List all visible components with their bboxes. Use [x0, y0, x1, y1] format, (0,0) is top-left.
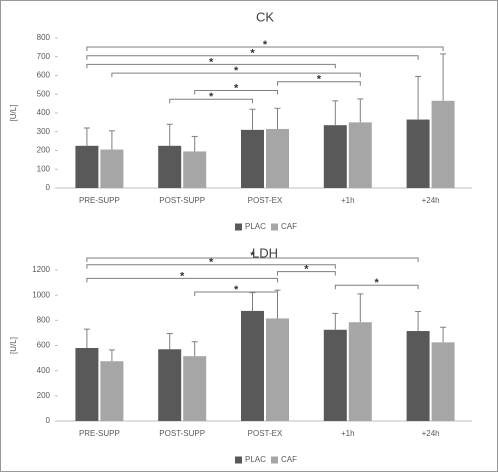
chart-title: LDH	[252, 245, 278, 260]
legend-swatch	[235, 456, 242, 464]
y-tick-label: 1000	[32, 290, 50, 299]
legend-label: CAF	[281, 455, 297, 464]
significance-bracket	[86, 277, 278, 283]
y-tick-label: 500	[37, 89, 51, 98]
significance-label: *	[304, 264, 309, 276]
bar	[406, 331, 430, 421]
y-tick-label: 0	[46, 183, 51, 192]
bar	[100, 361, 124, 421]
y-tick-label: 100	[37, 164, 51, 173]
bar	[348, 122, 372, 188]
bar	[431, 100, 455, 188]
chart-title: CK	[256, 9, 274, 24]
y-tick-label: 1200	[32, 265, 50, 274]
y-tick-label: 400	[37, 366, 51, 375]
significance-bracket	[86, 63, 336, 69]
significance-label: *	[234, 65, 239, 77]
y-tick-label: 600	[37, 341, 51, 350]
bar	[75, 348, 99, 421]
significance-label: *	[209, 91, 214, 103]
bar	[183, 151, 207, 188]
bar	[241, 310, 264, 421]
x-tick-label: POST-EX	[248, 429, 283, 438]
bar	[431, 342, 455, 421]
legend-label: CAF	[281, 222, 297, 231]
significance-label: *	[234, 82, 239, 94]
significance-bracket	[86, 264, 336, 269]
significance-label: *	[250, 48, 255, 60]
x-tick-label: +1h	[341, 429, 355, 438]
x-tick-label: PRE-SUPP	[79, 196, 120, 205]
legend-swatch	[271, 223, 278, 231]
y-tick-label: 200	[37, 391, 51, 400]
x-tick-label: +24h	[422, 429, 440, 438]
significance-label: *	[250, 250, 255, 262]
bar	[158, 349, 182, 421]
x-tick-label: POST-SUPP	[159, 196, 205, 205]
significance-bracket	[86, 257, 419, 262]
x-tick-label: +1h	[341, 196, 355, 205]
significance-bracket	[334, 284, 419, 290]
significance-label: *	[209, 56, 214, 68]
bar	[406, 119, 430, 188]
significance-bracket	[277, 271, 336, 276]
y-tick-label: 800	[37, 315, 51, 324]
significance-label: *	[317, 74, 322, 86]
bar	[241, 129, 264, 188]
significance-label: *	[234, 284, 239, 296]
x-tick-label: POST-EX	[248, 196, 283, 205]
y-tick-label: 600	[37, 71, 51, 80]
y-tick-label: 800	[37, 33, 51, 42]
bar	[266, 128, 289, 188]
significance-label: *	[263, 39, 268, 51]
bar	[100, 149, 124, 188]
y-tick-label: 300	[37, 127, 51, 136]
legend-label: PLAC	[245, 222, 266, 231]
x-tick-label: PRE-SUPP	[79, 429, 120, 438]
significance-bracket	[277, 81, 361, 86]
bar	[323, 329, 347, 421]
significance-bracket	[111, 72, 361, 78]
bar	[348, 322, 372, 421]
legend-swatch	[235, 223, 242, 231]
bar	[183, 356, 207, 421]
significance-bracket	[86, 46, 444, 51]
significance-bracket	[194, 90, 278, 95]
significance-bracket	[169, 98, 253, 104]
y-axis-label: [U/L]	[9, 337, 18, 354]
bar	[158, 145, 182, 188]
x-tick-label: +24h	[422, 196, 440, 205]
y-tick-label: 0	[46, 416, 51, 425]
x-tick-label: POST-SUPP	[159, 429, 205, 438]
significance-label: *	[375, 277, 380, 289]
bar	[266, 318, 289, 421]
significance-bracket	[86, 55, 419, 60]
legend-label: PLAC	[245, 455, 266, 464]
significance-label: *	[209, 257, 214, 269]
bar	[75, 145, 99, 188]
significance-bracket	[194, 291, 278, 296]
significance-label: *	[180, 270, 185, 282]
y-tick-label: 200	[37, 146, 51, 155]
y-tick-label: 400	[37, 108, 51, 117]
legend-swatch	[271, 456, 278, 464]
y-tick-label: 700	[37, 52, 51, 61]
bar	[323, 125, 347, 188]
y-axis-label: [U/L]	[9, 105, 18, 122]
